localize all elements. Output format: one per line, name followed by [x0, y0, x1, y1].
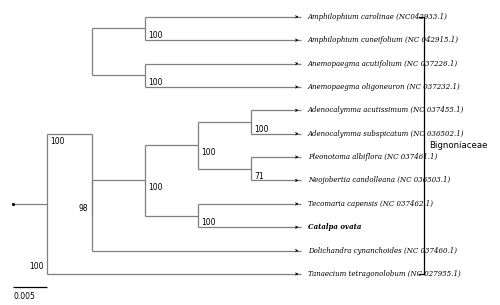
Text: 98: 98: [78, 204, 88, 213]
Text: Dolichandra cynanchoides (NC 037460.1): Dolichandra cynanchoides (NC 037460.1): [308, 247, 457, 255]
Text: Amphilophium carolinae (NC042933.1): Amphilophium carolinae (NC042933.1): [308, 13, 448, 21]
Text: Neojobertia candolleana (NC 036503.1): Neojobertia candolleana (NC 036503.1): [308, 177, 450, 185]
Text: Pleonotoma albiflora (NC 037461.1): Pleonotoma albiflora (NC 037461.1): [308, 153, 437, 161]
Text: Catalpa ovata: Catalpa ovata: [308, 223, 361, 231]
Text: Bignoniaceae: Bignoniaceae: [430, 141, 488, 150]
Text: Tecomaria capensis (NC 037462.1): Tecomaria capensis (NC 037462.1): [308, 200, 433, 208]
Text: Adenocalymma acutissimum (NC 037455.1): Adenocalymma acutissimum (NC 037455.1): [308, 106, 464, 114]
Text: Anemopaegma acutifolium (NC 037226.1): Anemopaegma acutifolium (NC 037226.1): [308, 59, 458, 68]
Text: 100: 100: [201, 148, 216, 157]
Text: 100: 100: [50, 137, 65, 145]
Text: Amphilophium cuneifolium (NC 042915.1): Amphilophium cuneifolium (NC 042915.1): [308, 36, 459, 44]
Text: 0.005: 0.005: [14, 292, 35, 300]
Text: 100: 100: [148, 183, 162, 192]
Text: 100: 100: [148, 78, 162, 87]
Text: Tanaecium tetragonolobum (NC 027955.1): Tanaecium tetragonolobum (NC 027955.1): [308, 270, 460, 278]
Text: 100: 100: [30, 262, 44, 271]
Text: 100: 100: [254, 125, 268, 134]
Text: 100: 100: [148, 31, 162, 40]
Text: 71: 71: [254, 172, 264, 181]
Text: Adenocalymma subspicatum (NC 036502.1): Adenocalymma subspicatum (NC 036502.1): [308, 130, 464, 138]
Text: 100: 100: [201, 218, 216, 227]
Text: Anemopaegma oligoneuron (NC 037232.1): Anemopaegma oligoneuron (NC 037232.1): [308, 83, 460, 91]
